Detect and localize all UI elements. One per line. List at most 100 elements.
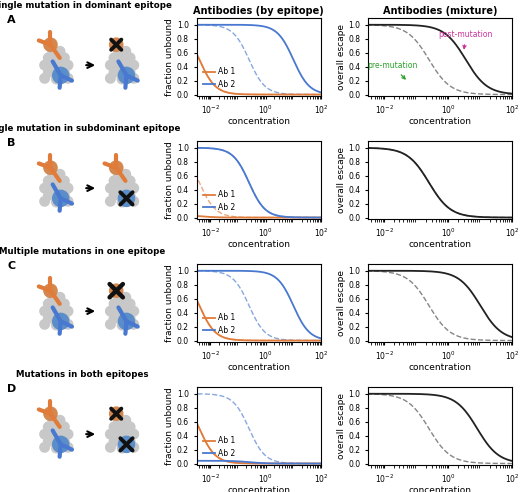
Text: pre-mutation: pre-mutation [368,61,418,79]
Circle shape [109,67,120,78]
Circle shape [118,189,135,207]
Circle shape [62,442,73,453]
Circle shape [128,196,139,207]
X-axis label: concentration: concentration [227,487,290,492]
Circle shape [120,306,131,317]
Circle shape [118,312,135,330]
X-axis label: concentration: concentration [227,118,290,126]
Y-axis label: overall escape: overall escape [336,270,346,336]
Circle shape [47,306,58,317]
Circle shape [47,415,58,426]
Circle shape [116,175,127,186]
Circle shape [120,46,131,57]
Text: D: D [7,384,17,395]
Circle shape [109,175,120,186]
Circle shape [47,60,58,71]
Title: Antibodies (by epitope): Antibodies (by epitope) [193,6,324,16]
Circle shape [51,313,62,324]
Y-axis label: fraction unbound: fraction unbound [165,141,174,219]
Y-axis label: fraction unbound: fraction unbound [165,264,174,342]
Circle shape [55,46,66,57]
Circle shape [116,73,127,85]
Circle shape [128,442,139,453]
Circle shape [116,421,127,432]
Circle shape [113,46,124,57]
Circle shape [109,283,124,298]
Circle shape [47,429,58,440]
Circle shape [105,442,116,453]
Circle shape [120,292,131,303]
Circle shape [51,421,62,432]
Circle shape [109,190,120,201]
Circle shape [39,183,50,194]
Title: Multiple mutations in one epitope: Multiple mutations in one epitope [0,247,165,256]
Circle shape [113,292,124,303]
Circle shape [128,60,139,71]
Legend: Ab 1, Ab 2: Ab 1, Ab 2 [200,64,238,92]
Circle shape [120,60,131,71]
Text: C: C [7,261,16,272]
Circle shape [116,196,127,208]
Circle shape [109,436,120,447]
Circle shape [62,183,73,194]
Circle shape [43,37,58,52]
Circle shape [51,319,62,331]
Circle shape [59,175,70,186]
X-axis label: concentration: concentration [409,241,472,249]
Circle shape [43,313,54,324]
Circle shape [52,312,70,330]
Circle shape [105,306,116,317]
Circle shape [59,67,70,78]
Circle shape [109,52,120,63]
Circle shape [43,436,54,447]
Circle shape [116,442,127,454]
Circle shape [47,183,58,194]
Circle shape [105,319,116,330]
Circle shape [43,283,58,298]
Circle shape [43,175,54,186]
Circle shape [51,436,62,447]
Circle shape [39,429,50,440]
Circle shape [118,435,135,453]
Circle shape [52,435,70,453]
Circle shape [47,292,58,303]
Circle shape [51,442,62,454]
Circle shape [128,319,139,330]
Circle shape [116,436,127,447]
Circle shape [43,67,54,78]
Circle shape [43,190,54,201]
X-axis label: concentration: concentration [409,487,472,492]
Y-axis label: overall escape: overall escape [336,24,346,90]
Circle shape [116,313,127,324]
Circle shape [55,292,66,303]
Circle shape [116,319,127,331]
Circle shape [113,169,124,180]
Circle shape [51,298,62,309]
Circle shape [128,306,139,317]
Circle shape [62,429,73,440]
Circle shape [128,183,139,194]
X-axis label: concentration: concentration [409,364,472,372]
Circle shape [116,190,127,201]
Text: B: B [7,138,16,149]
Circle shape [62,319,73,330]
Circle shape [51,73,62,85]
Circle shape [109,406,124,421]
Circle shape [120,169,131,180]
Circle shape [55,429,66,440]
Circle shape [59,298,70,309]
Circle shape [109,298,120,309]
Circle shape [52,66,70,84]
Circle shape [39,442,50,453]
Circle shape [125,313,136,324]
Circle shape [59,190,70,201]
Circle shape [47,169,58,180]
Circle shape [51,52,62,63]
Circle shape [47,46,58,57]
Circle shape [109,313,120,324]
Title: Mutations in both epitopes: Mutations in both epitopes [16,370,148,379]
Circle shape [39,60,50,71]
Legend: Ab 1, Ab 2: Ab 1, Ab 2 [200,187,238,215]
Circle shape [59,436,70,447]
Circle shape [105,196,116,207]
